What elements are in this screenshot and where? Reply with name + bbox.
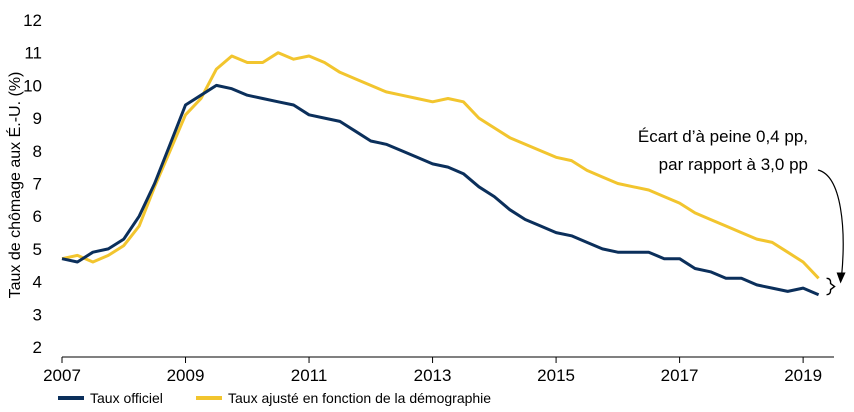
x-tick-label: 2017 bbox=[661, 366, 699, 385]
y-tick-label: 7 bbox=[33, 175, 42, 194]
annotation: Écart d’à peine 0,4 pp, par rapport à 3,… bbox=[638, 127, 846, 296]
annotation-arrow bbox=[817, 169, 844, 277]
annotation-line-2: par rapport à 3,0 pp bbox=[659, 155, 808, 174]
y-tick-label: 3 bbox=[33, 305, 42, 324]
annotation-brace bbox=[826, 277, 836, 296]
x-tick-label: 2013 bbox=[414, 366, 452, 385]
x-axis-ticks: 2007 2009 2011 2013 2015 2017 2019 bbox=[43, 357, 822, 385]
annotation-arrowhead bbox=[836, 272, 846, 284]
y-tick-label: 4 bbox=[33, 273, 42, 292]
y-tick-label: 9 bbox=[33, 109, 42, 128]
y-axis-ticks: 2 3 4 5 6 7 8 9 10 11 12 bbox=[23, 11, 42, 357]
legend-label-official: Taux officiel bbox=[90, 390, 163, 406]
x-tick-label: 2015 bbox=[537, 366, 575, 385]
series-line-official bbox=[61, 83, 820, 297]
annotation-line-1: Écart d’à peine 0,4 pp, bbox=[638, 127, 808, 146]
x-tick-label: 2007 bbox=[43, 366, 81, 385]
x-tick-label: 2019 bbox=[784, 366, 822, 385]
series-line-adjusted bbox=[61, 51, 820, 280]
x-tick-label: 2009 bbox=[167, 366, 205, 385]
series-lines bbox=[61, 51, 820, 297]
y-tick-label: 10 bbox=[23, 76, 42, 95]
y-axis-label: Taux de chômage aux É.-U. (%) bbox=[5, 72, 24, 299]
y-tick-label: 5 bbox=[33, 240, 42, 259]
legend: Taux officiel Taux ajusté en fonction de… bbox=[58, 390, 491, 406]
legend-label-adjusted: Taux ajusté en fonction de la démographi… bbox=[228, 390, 491, 406]
y-tick-label: 6 bbox=[33, 207, 42, 226]
y-tick-label: 8 bbox=[33, 142, 42, 161]
y-tick-label: 2 bbox=[33, 338, 42, 357]
x-tick-label: 2011 bbox=[291, 366, 328, 385]
y-tick-label: 12 bbox=[23, 11, 42, 30]
y-tick-label: 11 bbox=[24, 44, 42, 63]
